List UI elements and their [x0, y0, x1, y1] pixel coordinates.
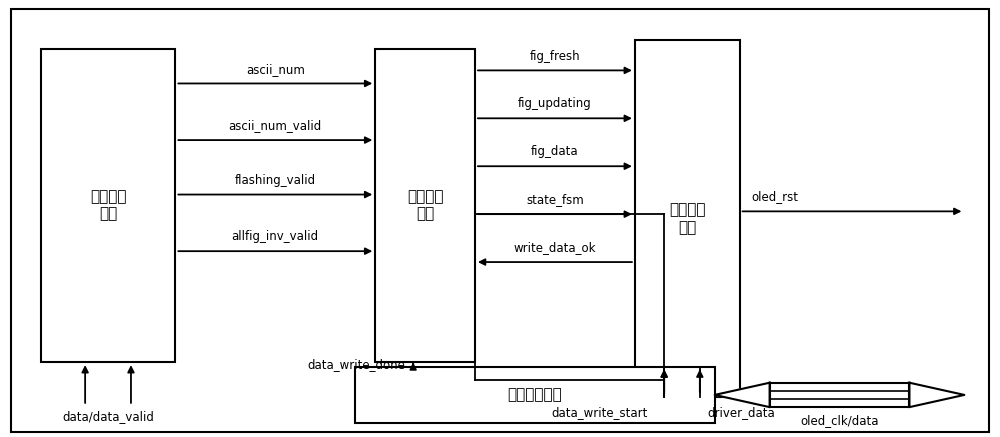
Text: fig_data: fig_data — [531, 146, 579, 158]
Text: oled_clk/data: oled_clk/data — [800, 414, 879, 427]
Text: 数据处理
模块: 数据处理 模块 — [90, 189, 126, 222]
Text: oled_rst: oled_rst — [752, 191, 799, 204]
Text: state_fsm: state_fsm — [526, 193, 584, 206]
Bar — [41, 49, 175, 362]
Text: fig_fresh: fig_fresh — [530, 49, 580, 62]
Text: ascii_num_valid: ascii_num_valid — [229, 119, 322, 132]
Text: ascii_num: ascii_num — [246, 62, 305, 76]
Text: driver_data: driver_data — [708, 406, 776, 419]
Polygon shape — [909, 383, 964, 407]
Text: data/data_valid: data/data_valid — [62, 410, 154, 423]
Text: 图符拼接
模块: 图符拼接 模块 — [407, 189, 443, 222]
Bar — [355, 367, 715, 423]
Text: 状态管理
模块: 状态管理 模块 — [669, 202, 705, 235]
Text: flashing_valid: flashing_valid — [235, 173, 316, 187]
Text: write_data_ok: write_data_ok — [514, 241, 596, 254]
Polygon shape — [715, 383, 770, 407]
Bar — [375, 49, 475, 362]
Text: data_write_start: data_write_start — [551, 406, 648, 419]
Bar — [635, 40, 740, 397]
Text: allfig_inv_valid: allfig_inv_valid — [232, 230, 319, 243]
Text: 芯片驱动模块: 芯片驱动模块 — [508, 388, 562, 402]
Text: fig_updating: fig_updating — [518, 97, 592, 111]
Text: data_write_done: data_write_done — [307, 358, 405, 371]
